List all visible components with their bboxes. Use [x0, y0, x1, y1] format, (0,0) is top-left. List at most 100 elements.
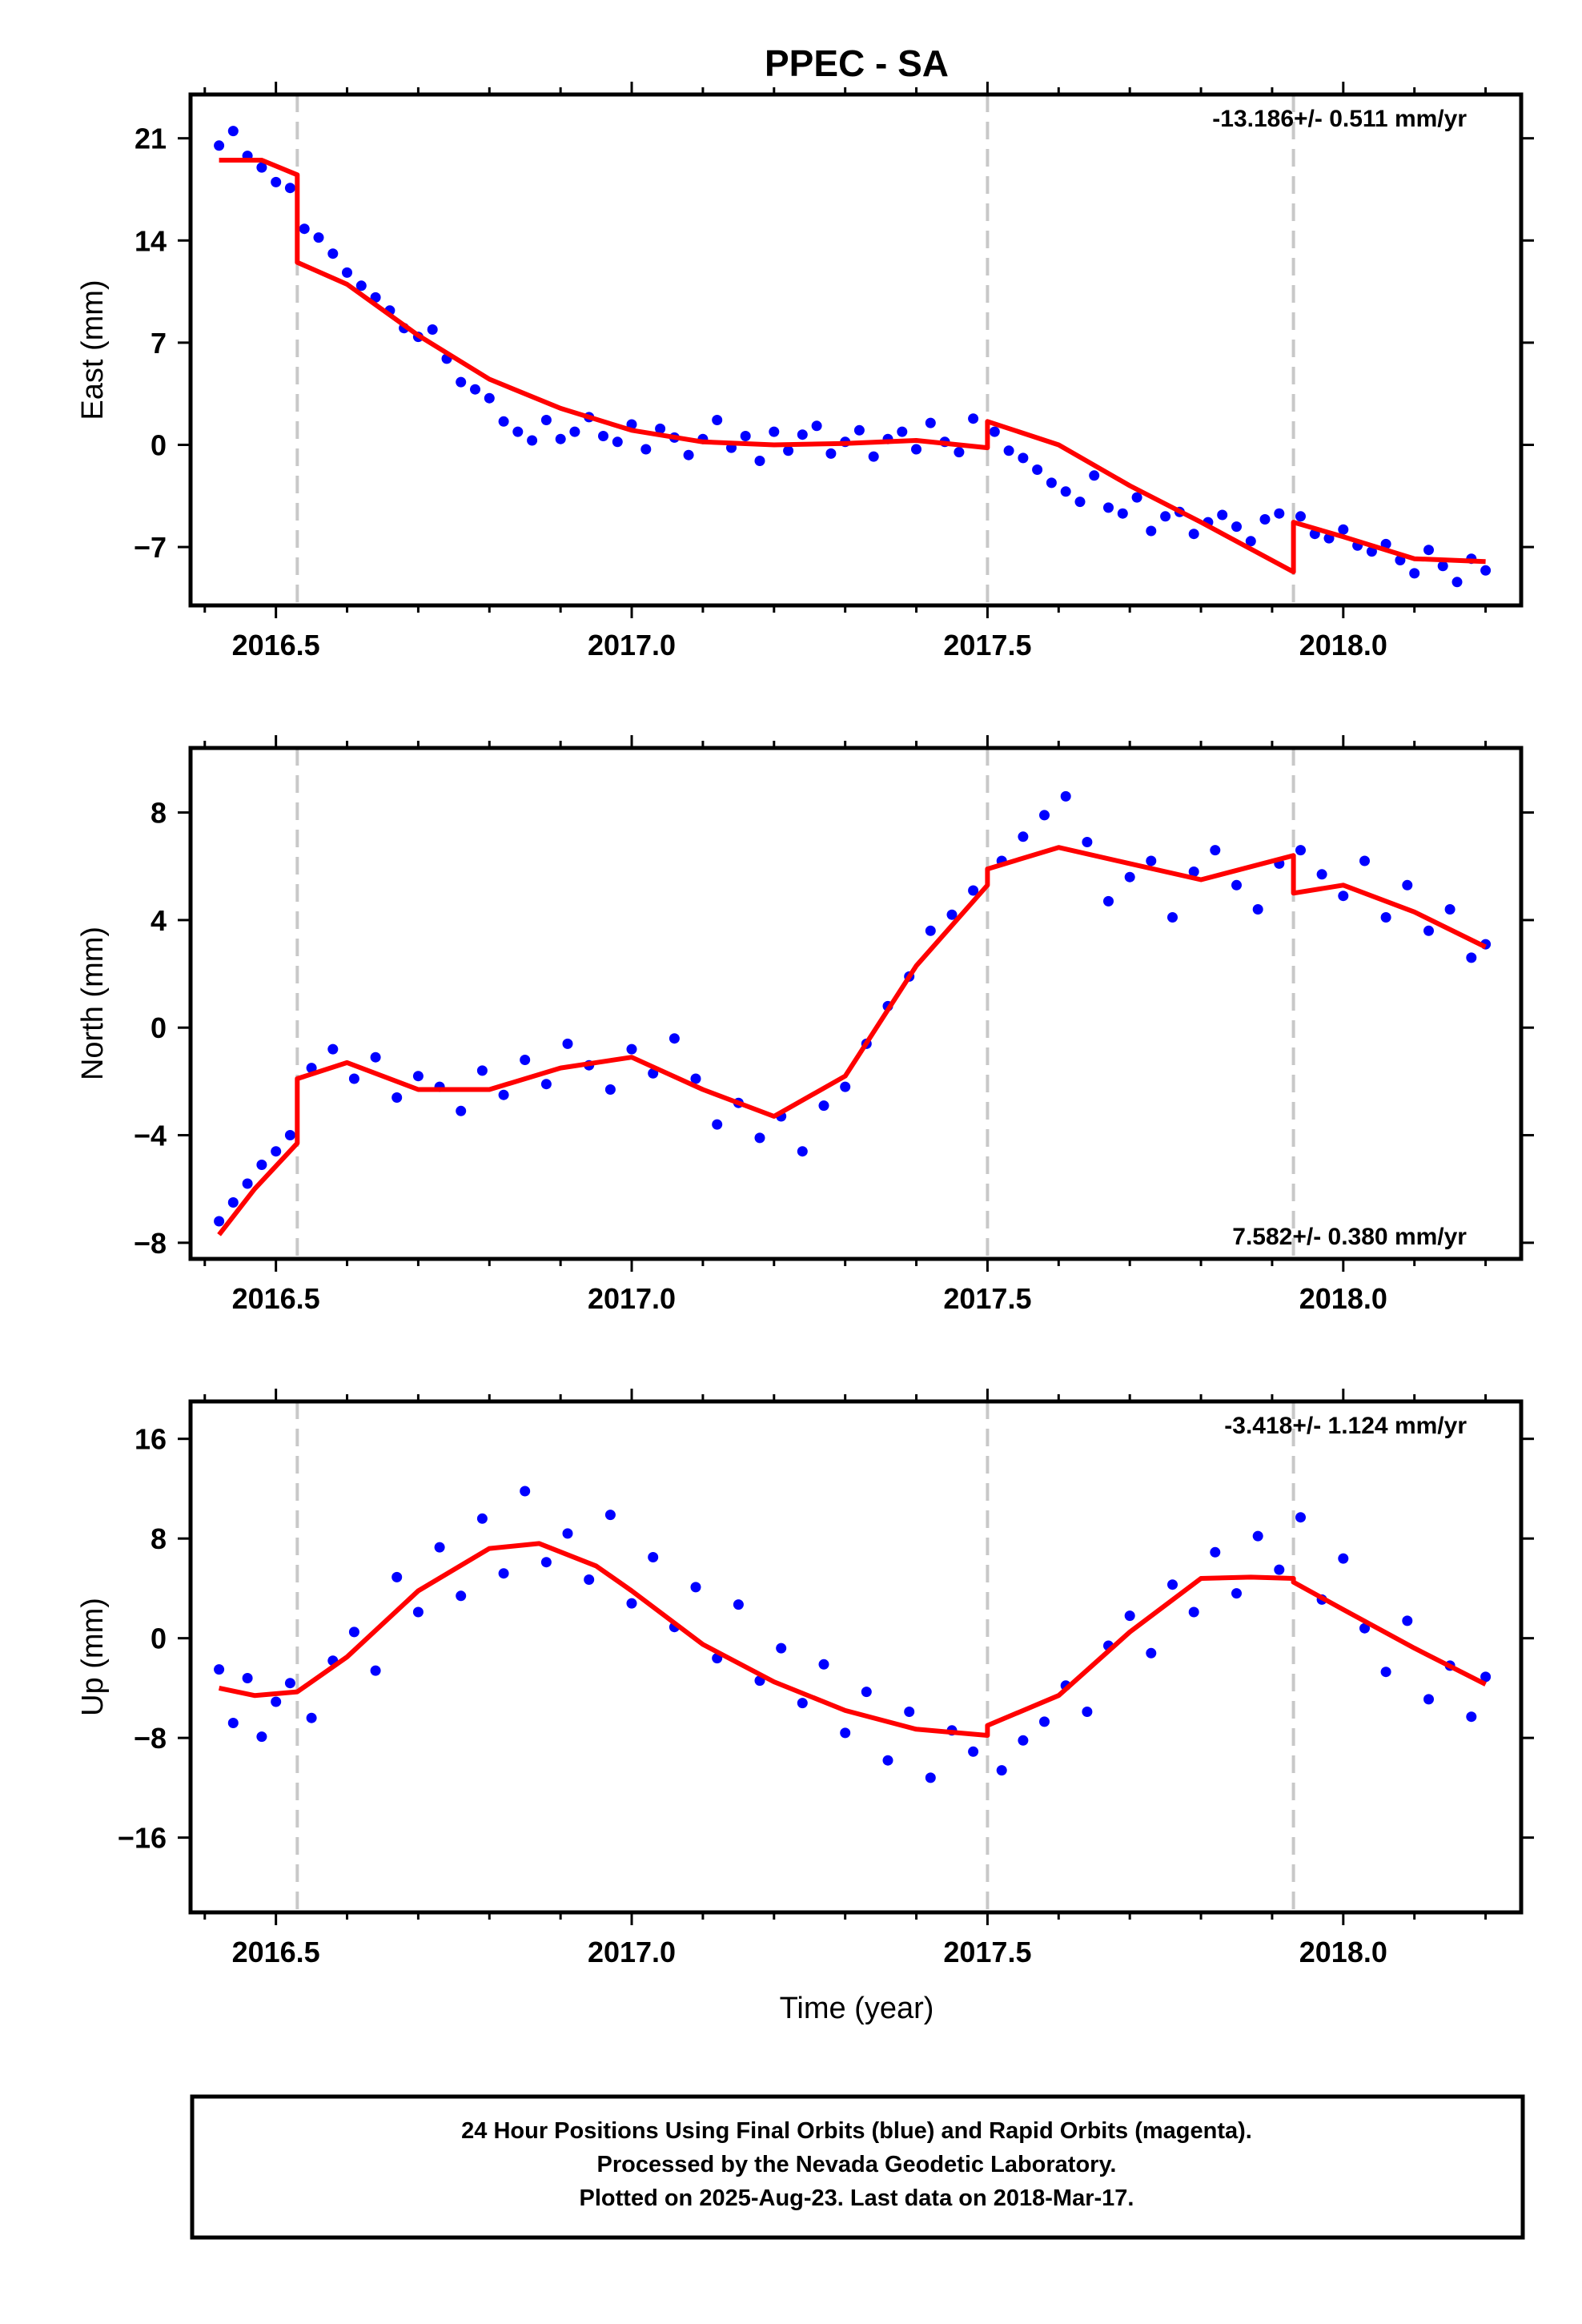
north-y-tick-label: −4: [134, 1120, 167, 1152]
up-y-tick-label: 0: [151, 1622, 167, 1655]
east-data-point: [1452, 577, 1463, 588]
up-data-point: [996, 1765, 1007, 1776]
east-data-point: [1103, 502, 1114, 513]
up-data-point: [1146, 1647, 1157, 1659]
east-data-point: [470, 384, 480, 395]
north-data-point: [1124, 871, 1135, 883]
up-fit-line: [218, 1541, 1487, 1738]
east-y-tick-label: 0: [151, 428, 167, 461]
up-data-point: [562, 1528, 573, 1539]
up-x-tick-label: 2017.0: [588, 1936, 676, 1968]
north-rate-label: 7.582+/- 0.380 mm/yr: [1232, 1224, 1467, 1250]
north-y-tick-label: −8: [134, 1227, 167, 1260]
up-data-point: [1188, 1606, 1199, 1618]
east-data-point: [925, 417, 936, 428]
east-data-point: [1160, 511, 1171, 522]
east-data-point: [1089, 470, 1100, 481]
up-data-point: [818, 1659, 829, 1670]
east-data-point: [355, 280, 367, 292]
up-data-point: [1402, 1615, 1413, 1626]
east-data-point: [612, 436, 623, 448]
east-data-point: [1259, 514, 1271, 525]
north-data-point: [562, 1038, 573, 1049]
north-data-point: [840, 1081, 851, 1092]
north-data-point: [712, 1119, 723, 1130]
north-y-tick-label: 4: [151, 904, 167, 937]
north-data-point: [1380, 912, 1391, 923]
north-data-point: [968, 885, 979, 896]
up-data-point: [370, 1665, 381, 1676]
north-data-point: [412, 1071, 424, 1082]
east-data-point: [1409, 568, 1420, 579]
up-x-tick-label: 2018.0: [1299, 1936, 1387, 1968]
east-data-point: [989, 426, 1000, 437]
north-x-tick-label: 2018.0: [1299, 1282, 1387, 1315]
up-y-axis-title: Up (mm): [76, 1598, 110, 1716]
north-data-point: [1338, 891, 1349, 902]
east-x-tick-label: 2017.5: [943, 629, 1031, 661]
east-data-point: [1188, 529, 1199, 540]
up-data-point: [776, 1642, 787, 1654]
east-data-point: [1018, 452, 1029, 464]
north-data-point: [1295, 845, 1306, 856]
north-y-axis-title: North (mm): [76, 927, 110, 1080]
north-fit-line: [217, 845, 1487, 1236]
east-data-point: [1217, 509, 1228, 521]
up-x-tick-label: 2016.5: [232, 1936, 320, 1968]
east-x-tick-label: 2018.0: [1299, 629, 1387, 661]
north-data-point: [271, 1146, 282, 1157]
up-data-point: [1039, 1716, 1050, 1727]
north-data-point: [476, 1065, 488, 1076]
north-data-point: [256, 1160, 267, 1170]
up-data-point: [1466, 1711, 1477, 1723]
north-data-point: [520, 1055, 531, 1065]
up-data-point: [348, 1626, 359, 1638]
north-panel: 2016.5 2017.0 2017.5 2018.0 8 4 0 −4 −8 North (mm…: [76, 735, 1534, 1315]
north-data-point: [1210, 845, 1221, 856]
east-data-point: [769, 426, 780, 437]
up-x-tick-label: 2017.5: [943, 1936, 1031, 1968]
north-data-point: [690, 1073, 701, 1084]
up-data-point: [1018, 1735, 1029, 1746]
east-data-point: [313, 232, 324, 243]
north-y-tick-label: 8: [151, 797, 167, 830]
up-data-point: [1295, 1512, 1306, 1523]
up-data-point: [1423, 1694, 1434, 1705]
north-data-point: [327, 1043, 339, 1055]
up-data-point: [456, 1590, 467, 1602]
north-data-point: [370, 1051, 381, 1063]
north-x-tick-label: 2016.5: [232, 1282, 320, 1315]
east-data-point: [1146, 525, 1157, 537]
north-x-tick-label: 2017.0: [588, 1282, 676, 1315]
east-data-point: [1032, 464, 1043, 475]
east-data-point: [1131, 492, 1142, 503]
north-data-point: [1402, 879, 1413, 891]
up-y-tick-label: 8: [151, 1522, 167, 1555]
up-data-point: [1252, 1530, 1263, 1542]
up-y-tick-label: 16: [135, 1423, 167, 1456]
up-data-point: [1167, 1579, 1178, 1590]
east-data-point: [456, 376, 467, 388]
east-data-point: [1437, 561, 1448, 572]
east-data-point: [655, 423, 666, 434]
east-data-point: [1117, 508, 1128, 519]
east-data-point: [427, 324, 438, 335]
up-data-point: [840, 1727, 851, 1739]
east-data-point: [640, 444, 652, 455]
north-data-point: [604, 1084, 616, 1095]
north-data-point: [669, 1033, 680, 1044]
up-data-point: [968, 1746, 979, 1757]
east-data-point: [911, 444, 921, 455]
north-data-point: [498, 1089, 509, 1100]
up-data-point: [391, 1571, 403, 1582]
east-x-tick-label: 2017.0: [588, 629, 676, 661]
north-data-point: [1466, 952, 1477, 963]
up-data-point: [584, 1574, 595, 1585]
up-data-point: [498, 1568, 509, 1579]
up-data-point: [434, 1542, 445, 1553]
east-data-point: [498, 416, 509, 427]
up-data-point: [925, 1772, 936, 1783]
east-data-point: [754, 456, 765, 466]
east-data-point: [1074, 497, 1086, 508]
